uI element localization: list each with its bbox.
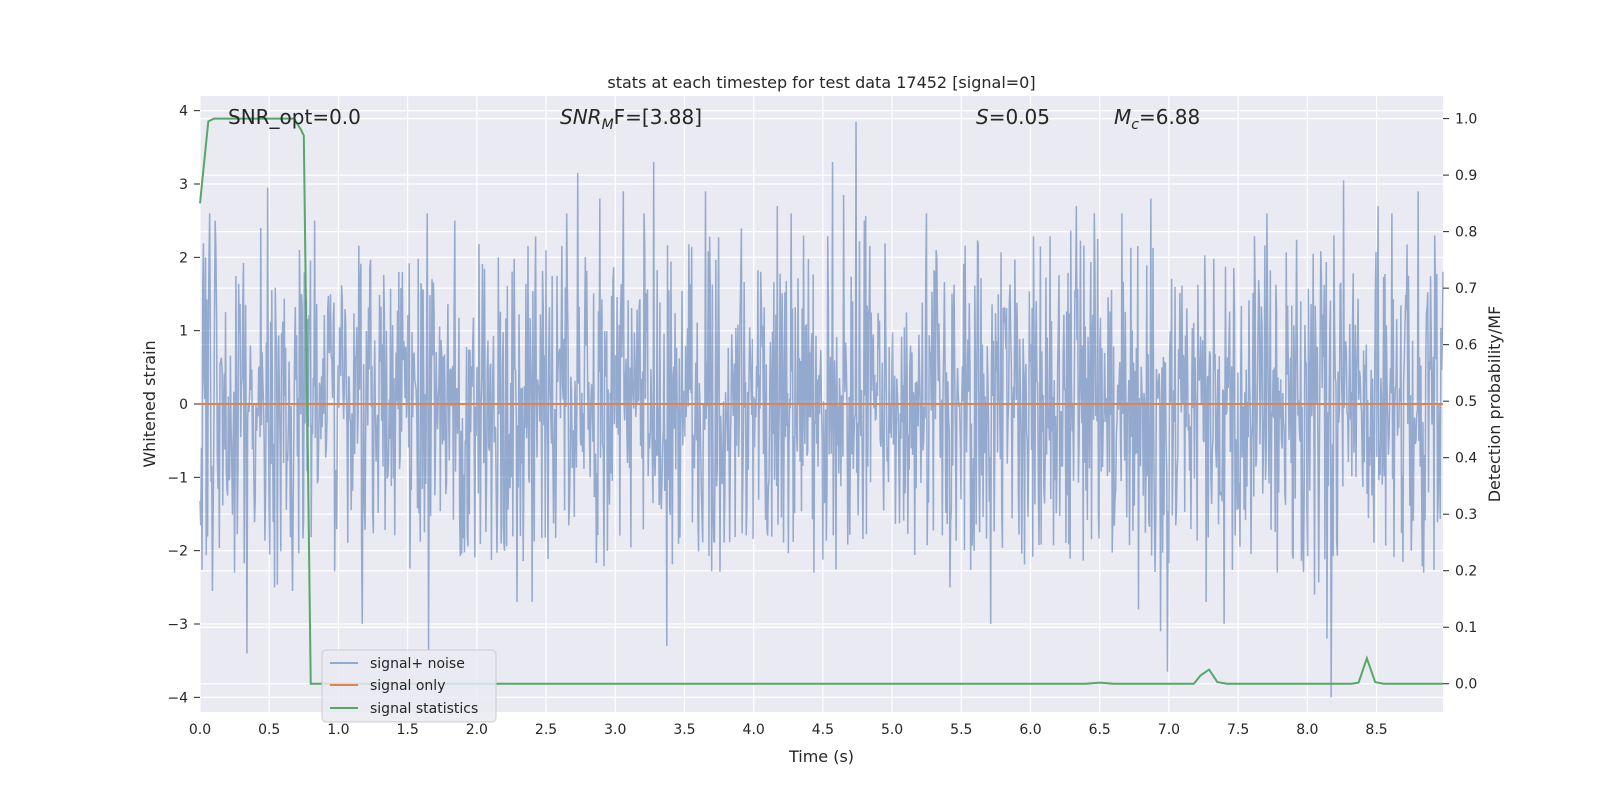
- x-axis-label: Time (s): [788, 747, 854, 766]
- x-tick-label: 4.0: [743, 722, 765, 738]
- y-tick-label: −4: [167, 690, 188, 706]
- x-tick-label: 1.5: [396, 722, 418, 738]
- x-tick-label: 4.5: [812, 722, 834, 738]
- annotation-mc-value: =6.88: [1139, 105, 1200, 129]
- tick-labels: 0.0 0.5 1.0 1.5 2.0 2.5 3.0 3.5 4.0 4.5 5.0 5.5 6.0 6…: [167, 104, 1477, 738]
- x-tick-label: 2.0: [466, 722, 488, 738]
- annotation-snr-mf: SNRMF=[3.88]: [560, 105, 702, 133]
- x-tick-label: 2.5: [535, 722, 557, 738]
- y-tick-label: 2: [179, 250, 188, 266]
- legend-label-noise: signal+ noise: [370, 656, 465, 672]
- y-tick-label: −2: [167, 544, 188, 560]
- annotation-snr-mf-rest: F=[3.88]: [614, 105, 702, 129]
- legend: signal+ noise signal only signal statist…: [321, 649, 497, 723]
- y2-tick-label: 0.8: [1455, 225, 1477, 241]
- x-tick-label: 6.5: [1089, 722, 1111, 738]
- series-signal-statistics: [199, 117, 1443, 685]
- y2-tick-label: 0.5: [1455, 394, 1477, 410]
- x-tick-label: 7.0: [1158, 722, 1180, 738]
- y-tick-label: 3: [179, 177, 188, 193]
- annotation-mc-sub: c: [1131, 117, 1139, 133]
- y2-tick-label: 0.0: [1455, 677, 1477, 693]
- y-tick-label: −3: [167, 617, 188, 633]
- y2-tick-label: 0.7: [1455, 281, 1477, 297]
- annotation-s-name: S: [976, 105, 989, 129]
- y2-tick-label: 0.4: [1455, 451, 1477, 467]
- y-tick-label: 1: [179, 324, 188, 340]
- x-tick-label: 8.0: [1296, 722, 1318, 738]
- x-tick-label: 8.5: [1365, 722, 1387, 738]
- x-tick-label: 1.0: [327, 722, 349, 738]
- x-tick-label: 6.0: [1019, 722, 1041, 738]
- annotation-snr-mf-name: SNR: [560, 105, 602, 129]
- y2-tick-label: 1.0: [1455, 112, 1477, 128]
- x-tick-label: 3.5: [673, 722, 695, 738]
- x-tick-label: 5.0: [881, 722, 903, 738]
- legend-label-statistics: signal statistics: [370, 701, 478, 717]
- y-axis-label: Whitened strain: [140, 340, 159, 467]
- x-tick-label: 0.5: [258, 722, 280, 738]
- y2-tick-label: 0.9: [1455, 168, 1477, 184]
- series-signal-plus-noise: [199, 121, 1444, 698]
- series-layer: [199, 117, 1444, 698]
- y-tick-label: 0: [179, 397, 188, 413]
- annotation-snr-opt: SNR_opt=0.0: [228, 105, 361, 129]
- annotation-s-value: =0.05: [989, 105, 1050, 129]
- y2-tick-label: 0.2: [1455, 564, 1477, 580]
- y2-tick-label: 0.1: [1455, 620, 1477, 636]
- annotation-s: S=0.05: [976, 105, 1050, 129]
- y2-tick-label: 0.3: [1455, 507, 1477, 523]
- annotation-mc: Mc=6.88: [1114, 105, 1200, 133]
- y2-axis-label: Detection probability/MF: [1485, 306, 1504, 503]
- x-tick-label: 7.5: [1227, 722, 1249, 738]
- annotation-mc-name: M: [1114, 105, 1131, 129]
- x-tick-label: 0.0: [189, 722, 211, 738]
- x-tick-label: 3.0: [604, 722, 626, 738]
- legend-label-signal: signal only: [370, 678, 445, 694]
- y-tick-label: −1: [167, 470, 188, 486]
- y2-tick-label: 0.6: [1455, 338, 1477, 354]
- chart-title: stats at each timestep for test data 174…: [607, 73, 1035, 92]
- annotation-snr-mf-sub: M: [602, 117, 614, 133]
- x-tick-label: 5.5: [950, 722, 972, 738]
- y-tick-label: 4: [179, 104, 188, 120]
- legend-box: [321, 649, 497, 723]
